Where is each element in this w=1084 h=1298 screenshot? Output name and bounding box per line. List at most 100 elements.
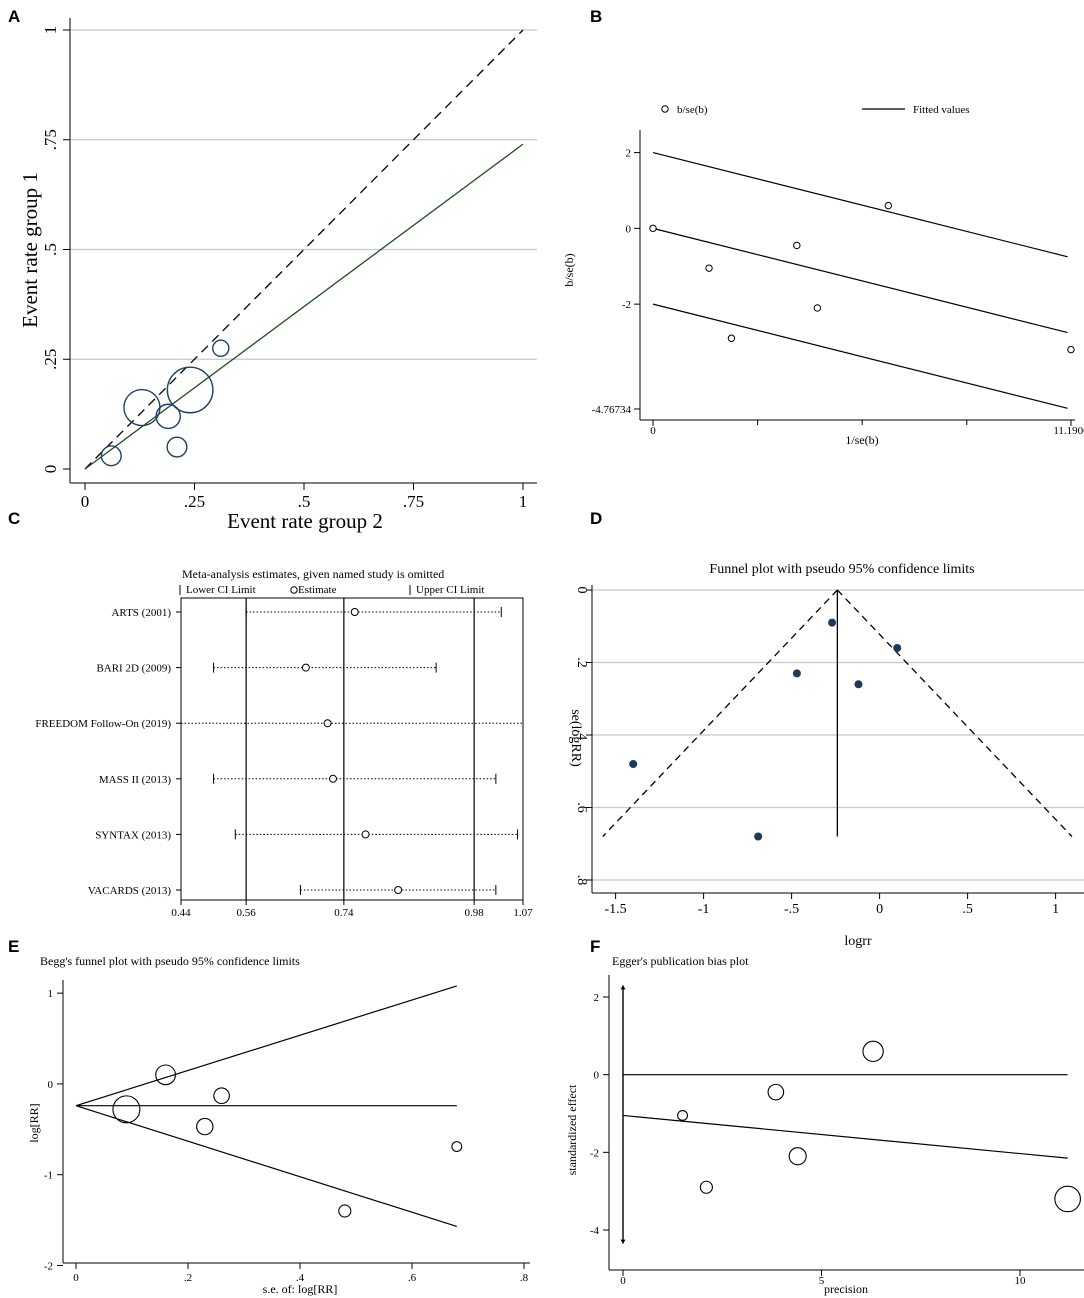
panel-c-estimate xyxy=(329,774,337,783)
panel-c-study-label: SYNTAX (2013) xyxy=(95,829,171,841)
panel-d-xlabel: logrr xyxy=(844,934,872,949)
panel-c-x-tick-label: 0.44 xyxy=(171,907,191,919)
panel-b-x-tick-label: 0 xyxy=(650,425,656,437)
panel-d-y-tick-label: .8 xyxy=(574,875,589,886)
panel-e-y-tick-label: -1 xyxy=(44,1170,53,1182)
panel-e-line-lower xyxy=(75,1105,457,1228)
panel-e-ylabel: log[RR] xyxy=(27,1103,41,1142)
panel-d-title: Funnel plot with pseudo 95% confidence l… xyxy=(709,562,974,577)
panel-f-x-tick-label: 5 xyxy=(819,1275,825,1287)
panel-c-frame xyxy=(180,597,524,901)
panel-e-title: Begg's funnel plot with pseudo 95% confi… xyxy=(40,954,300,968)
panel-a-ylabel: Event rate group 1 xyxy=(18,172,42,328)
panel-letter-d: D xyxy=(590,509,602,528)
panel-f-title: Egger's publication bias plot xyxy=(612,954,749,968)
panel-a-x-tick-label: .5 xyxy=(298,492,311,511)
panel-e-point xyxy=(155,1064,176,1086)
panel-f-x-tick-label: 0 xyxy=(620,1275,626,1287)
panel-a-point xyxy=(212,339,230,358)
panel-d-point xyxy=(792,669,801,678)
panel-letter-f: F xyxy=(590,937,600,956)
panel-a-y-tick-label: 0 xyxy=(41,465,60,474)
panel-b-legend-points: b/se(b) xyxy=(677,104,708,116)
panel-f-ci-arrow-down xyxy=(620,1239,626,1244)
panel-e-y-tick-label: -2 xyxy=(44,1260,53,1272)
panel-c-legend-upper: Upper CI Limit xyxy=(416,584,484,596)
panel-e-x-tick-label: .8 xyxy=(520,1272,529,1284)
panel-letter-e: E xyxy=(8,937,19,956)
panel-d-x-tick-label: 0 xyxy=(876,902,883,917)
panel-a-y-tick-label: .25 xyxy=(41,349,60,370)
panel-c-x-tick-label: 1.07 xyxy=(513,907,533,919)
panel-e-x-tick-label: .6 xyxy=(408,1272,417,1284)
panel-c-study-label: MASS II (2013) xyxy=(99,774,171,786)
panel-a-point xyxy=(123,388,161,427)
panel-a-x-tick-label: .25 xyxy=(184,492,205,511)
panel-c-estimate xyxy=(350,608,359,616)
panel-d-point xyxy=(754,832,763,841)
panel-b-line-upper xyxy=(652,151,1068,258)
panel-f-ci-arrow-up xyxy=(620,985,626,990)
panel-b-y-tick-label: 0 xyxy=(626,223,632,235)
panel-d-x-tick-label: -.5 xyxy=(784,902,799,917)
panel-a-y-tick-label: 1 xyxy=(41,26,60,35)
panel-b-point xyxy=(884,201,893,210)
panel-a-line-fit xyxy=(84,143,524,470)
panel-f-point xyxy=(677,1109,689,1121)
panel-a-line-equality xyxy=(84,29,524,470)
panel-d-y-tick-label: .6 xyxy=(574,802,589,813)
panel-c-x-tick-label: 0.74 xyxy=(334,907,354,919)
panel-c-legend-estimate-marker xyxy=(290,586,298,594)
panel-a-point xyxy=(166,436,188,458)
panel-b-legend-marker xyxy=(661,105,669,113)
panel-c-legend-lower: Lower CI Limit xyxy=(186,584,256,596)
panel-d-x-tick-label: 1 xyxy=(1052,902,1059,917)
panel-a-x-tick-label: 1 xyxy=(519,492,528,511)
panel-f-point xyxy=(862,1040,884,1063)
panel-c-x-tick-label: 0.56 xyxy=(237,907,257,919)
panel-c-study-label: FREEDOM Follow-On (2019) xyxy=(35,718,171,730)
panel-f-point xyxy=(767,1083,785,1101)
panel-e-point xyxy=(338,1204,352,1218)
panel-b-point xyxy=(813,304,822,312)
panel-b-y-tick-label: -2 xyxy=(622,299,631,311)
panel-b-legend-fitted: Fitted values xyxy=(913,104,970,116)
panel-e-point xyxy=(112,1095,141,1124)
panel-a-xlabel: Event rate group 2 xyxy=(227,509,383,533)
panel-b-point xyxy=(1067,345,1075,354)
panel-c-study-label: BARI 2D (2009) xyxy=(96,663,171,675)
panel-e-point xyxy=(451,1141,463,1153)
panel-a-point xyxy=(166,366,214,414)
panel-f-point xyxy=(1054,1185,1081,1213)
panel-e-x-tick-label: .2 xyxy=(184,1272,192,1284)
panel-letter-b: B xyxy=(590,7,602,26)
panel-c-estimate xyxy=(323,719,332,728)
plot-layer: 0.25.5.7510.25.5.751011.190620-2-4.76734… xyxy=(35,18,1084,1287)
panel-a-x-tick-label: .75 xyxy=(403,492,424,511)
panel-c-study-label: VACARDS (2013) xyxy=(88,885,172,897)
panel-e-xlabel: s.e. of: log[RR] xyxy=(263,1282,338,1296)
panel-d-funnel-left xyxy=(602,589,838,837)
panel-a-y-tick-label: .75 xyxy=(41,129,60,150)
panel-c-title: Meta-analysis estimates, given named stu… xyxy=(182,567,444,581)
panel-c-x-tick-label: 0.98 xyxy=(465,907,485,919)
panel-f-x-tick-label: 10 xyxy=(1015,1275,1027,1287)
panel-d-x-tick-label: -1 xyxy=(698,902,710,917)
panel-d-point xyxy=(828,618,837,627)
panel-b-point xyxy=(705,264,713,272)
panel-a-point xyxy=(100,445,122,467)
panel-a-y-tick-label: .5 xyxy=(41,243,60,256)
panel-b-point xyxy=(793,241,801,250)
panel-e-y-tick-label: 0 xyxy=(48,1079,54,1091)
panel-d-point xyxy=(629,760,638,768)
panel-d-point xyxy=(854,680,863,689)
panel-e-point xyxy=(213,1087,230,1105)
panel-f-ylabel: standardized effect xyxy=(565,1084,579,1175)
panel-f-y-tick-label: 0 xyxy=(594,1070,600,1082)
panel-c-estimate xyxy=(361,830,370,839)
panel-f-y-tick-label: -4 xyxy=(590,1225,600,1237)
panel-f-line-fit xyxy=(622,1114,1068,1159)
panel-d-ylabel: se(logRR) xyxy=(568,709,583,767)
panel-f-y-tick-label: 2 xyxy=(594,992,600,1004)
